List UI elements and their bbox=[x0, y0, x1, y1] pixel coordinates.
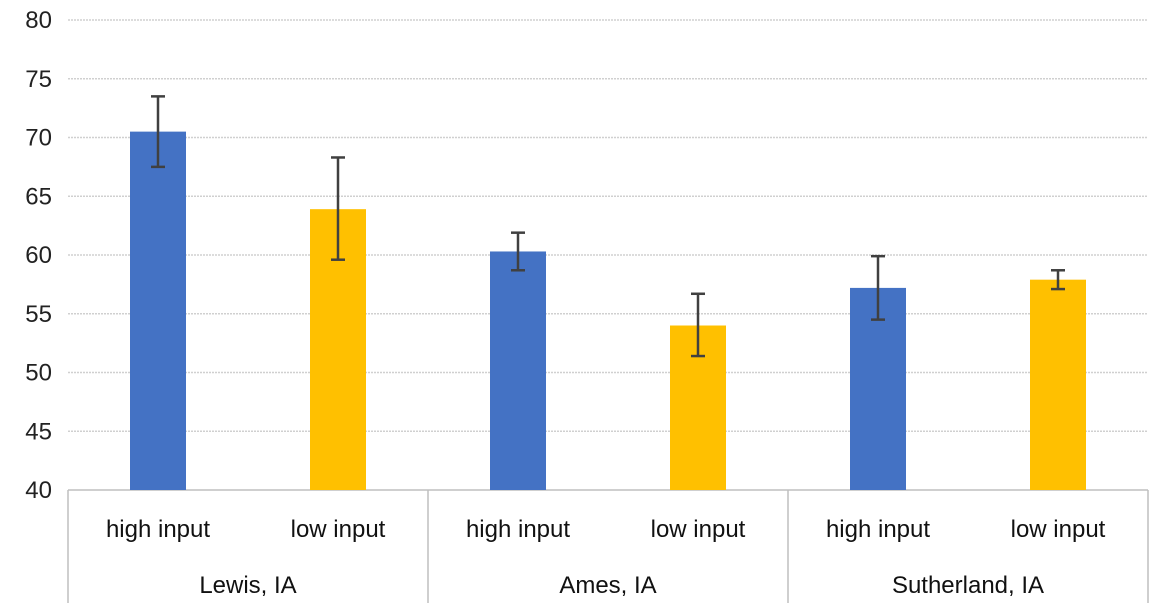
x-tick-label: high input bbox=[106, 516, 210, 543]
group-label: Lewis, IA bbox=[199, 572, 296, 599]
gridlines bbox=[68, 19, 1148, 432]
error-bars bbox=[151, 95, 1065, 358]
y-tick-label: 80 bbox=[25, 7, 52, 34]
y-tick-label: 55 bbox=[25, 301, 52, 328]
error-bar bbox=[1051, 269, 1065, 291]
y-tick-label: 45 bbox=[25, 418, 52, 445]
bars bbox=[130, 131, 1086, 491]
bar-low-input bbox=[1030, 279, 1086, 490]
x-tick-label: high input bbox=[826, 516, 930, 543]
bar-high-input bbox=[130, 131, 186, 490]
x-tick-label: low input bbox=[291, 516, 386, 543]
y-tick-label: 50 bbox=[25, 360, 52, 387]
error-bar bbox=[691, 292, 705, 358]
y-tick-label: 60 bbox=[25, 242, 52, 269]
error-bar bbox=[331, 156, 345, 261]
y-tick-label: 40 bbox=[25, 477, 52, 504]
x-tick-label: high input bbox=[466, 516, 570, 543]
labels: 40 45 50 55 60 65 70 75 80 high input low input hig… bbox=[25, 7, 1105, 599]
category-axis bbox=[67, 489, 1149, 603]
x-tick-label: low input bbox=[1011, 516, 1106, 543]
error-bar bbox=[871, 254, 885, 321]
bar-high-input bbox=[850, 287, 906, 490]
x-tick-label: low input bbox=[651, 516, 746, 543]
bar-high-input bbox=[490, 251, 546, 490]
group-label: Ames, IA bbox=[559, 572, 656, 599]
y-tick-label: 70 bbox=[25, 125, 52, 152]
y-tick-label: 75 bbox=[25, 66, 52, 93]
group-label: Sutherland, IA bbox=[892, 572, 1044, 599]
error-bar bbox=[511, 231, 525, 272]
y-tick-label: 65 bbox=[25, 183, 52, 210]
error-bar bbox=[151, 95, 165, 169]
